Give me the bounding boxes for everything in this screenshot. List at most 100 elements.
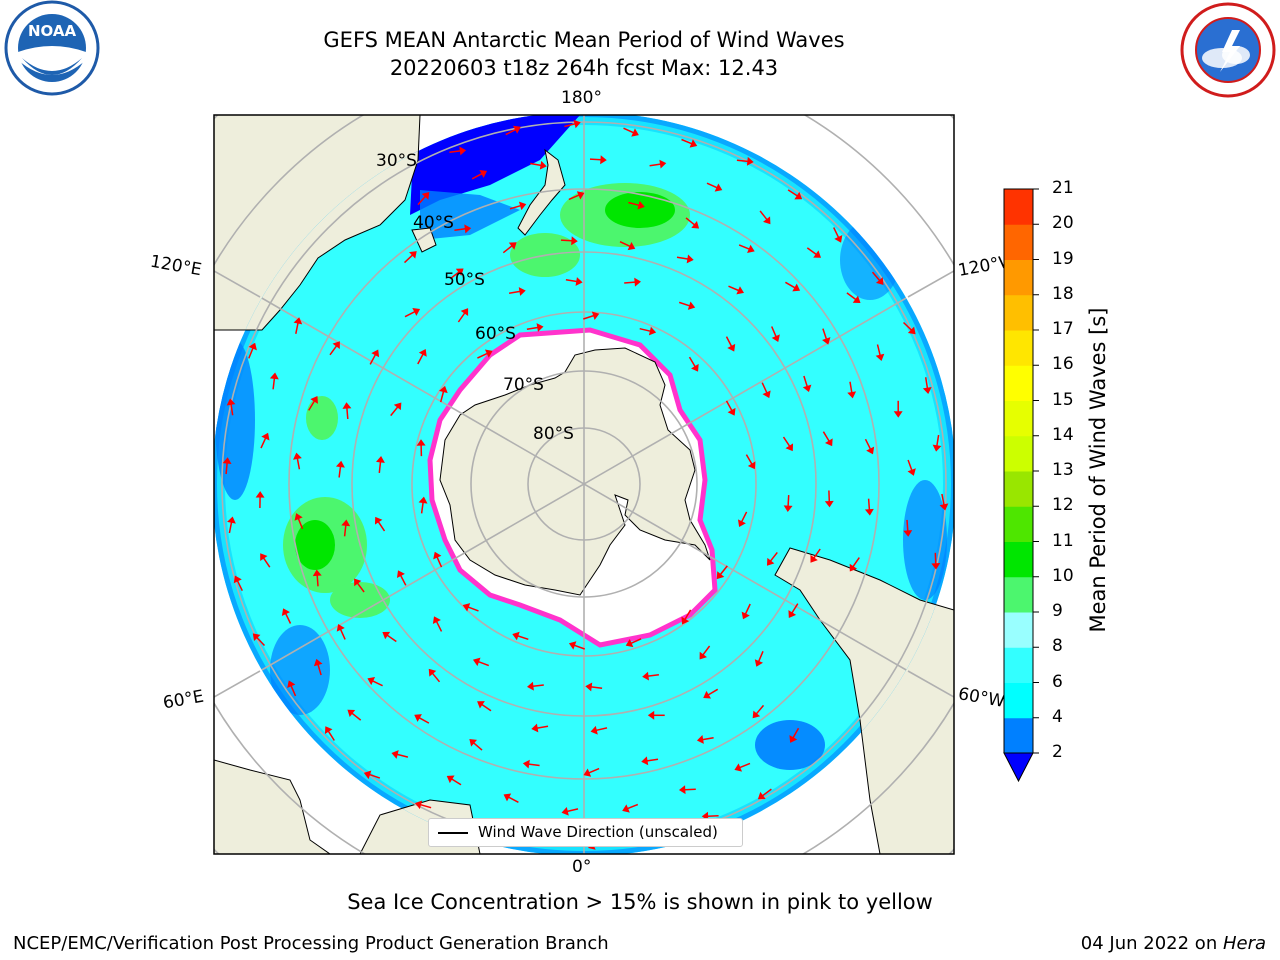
- wave-direction-arrowhead: [822, 337, 831, 345]
- wave-direction-arrow: [583, 314, 594, 320]
- wave-direction-arrowhead: [642, 671, 650, 681]
- wave-direction-arrow: [792, 727, 800, 739]
- wave-direction-arrow: [248, 347, 254, 359]
- wave-direction-arrow: [568, 194, 580, 201]
- wave-direction-arrowhead: [568, 641, 577, 650]
- wave-direction-arrowhead: [462, 603, 471, 612]
- wave-direction-arrow: [628, 201, 640, 207]
- chart-title: GEFS MEAN Antarctic Mean Period of Wind …: [323, 28, 845, 52]
- colorbar-label: Mean Period of Wind Waves [s]: [1086, 307, 1110, 633]
- wave-direction-arrow: [481, 703, 492, 712]
- wave-direction-arrow: [403, 254, 414, 264]
- wave-direction-arrowhead: [260, 553, 268, 562]
- wave-direction-arrow: [290, 685, 297, 697]
- wave-direction-arrow: [372, 680, 383, 687]
- wave-direction-arrowhead: [367, 677, 376, 686]
- nws-logo: [1180, 2, 1276, 98]
- wave-direction-arrow: [225, 462, 228, 475]
- wave-direction-arrowhead: [625, 639, 634, 648]
- wave-direction-arrowhead: [659, 159, 667, 169]
- wave-direction-arrowhead: [741, 611, 750, 620]
- wave-direction-arrow: [728, 285, 739, 292]
- colorbar-tick-label: 8: [1052, 636, 1063, 657]
- wave-direction-arrow: [530, 162, 542, 167]
- colorbar-tick-label: 19: [1052, 248, 1074, 269]
- wave-direction-arrowhead: [469, 739, 477, 747]
- wave-direction-arrow: [517, 635, 529, 641]
- wave-direction-arrow: [509, 204, 521, 210]
- wave-direction-arrowhead: [648, 326, 657, 336]
- wave-direction-arrowhead: [634, 277, 641, 287]
- wave-direction-arrow: [386, 634, 397, 643]
- wave-direction-arrow: [736, 159, 748, 163]
- wave-direction-arrowhead: [336, 624, 345, 632]
- wave-direction-arrow: [702, 737, 714, 741]
- wave-direction-arrowhead: [477, 701, 485, 709]
- wave-direction-arrowhead: [393, 402, 402, 411]
- lon-label-120e: 120°E: [148, 251, 204, 281]
- wave-direction-arrow: [707, 688, 719, 696]
- wave-direction-arrow: [902, 321, 912, 331]
- wave-direction-arrowhead: [746, 156, 754, 166]
- wave-direction-arrow: [378, 461, 382, 473]
- wave-direction-arrowhead: [332, 341, 340, 349]
- wave-direction-arrow: [317, 664, 322, 676]
- wave-direction-arrow: [867, 498, 871, 510]
- wave-direction-arrowhead: [681, 616, 690, 625]
- wave-direction-arrow: [596, 727, 608, 732]
- wave-direction-arrow: [230, 404, 234, 416]
- wave-direction-arrowhead: [686, 254, 694, 264]
- polar-map: [213, 114, 955, 855]
- lon-label-180: 180°: [561, 88, 602, 108]
- colorbar-segment: [1004, 365, 1033, 401]
- colorbar-tick-label: 14: [1052, 424, 1074, 445]
- wave-direction-arrowhead: [766, 557, 775, 566]
- wave-direction-arrow: [339, 629, 346, 640]
- wave-direction-arrow: [560, 239, 572, 242]
- land-tasmania: [411, 227, 437, 253]
- wave-direction-arrowhead: [875, 277, 884, 285]
- colorbar-tick-label: 9: [1052, 601, 1063, 621]
- wave-direction-arrowhead: [255, 491, 265, 498]
- wave-direction-arrowhead: [439, 385, 448, 394]
- wave-direction-arrowhead: [893, 411, 903, 418]
- wave-direction-arrowhead: [907, 326, 916, 335]
- wave-direction-arrowhead: [627, 242, 636, 251]
- wave-direction-arrowhead: [864, 508, 874, 516]
- colorbar-segment: [1004, 647, 1033, 683]
- wave-direction-arrowhead: [503, 793, 512, 802]
- wave-direction-arrowhead: [412, 307, 421, 316]
- colorbar-segment: [1004, 506, 1033, 542]
- colorbar-segment: [1004, 471, 1033, 507]
- wave-direction-arrowhead: [460, 308, 469, 316]
- wave-direction-arrowhead: [907, 468, 916, 476]
- wave-direction-arrowhead: [416, 439, 426, 446]
- wave-direction-arrow: [924, 377, 929, 389]
- wave-direction-arrow: [813, 548, 821, 559]
- wave-direction-arrow: [369, 773, 381, 779]
- wave-direction-arrowhead: [342, 402, 352, 409]
- colorbar-tick-label: 15: [1052, 389, 1074, 410]
- colorbar-segment: [1004, 541, 1033, 578]
- wave-direction-arrowhead: [371, 349, 380, 358]
- wave-direction-arrow: [646, 758, 659, 762]
- wave-direction-arrow: [630, 638, 642, 644]
- wave-direction-arrow: [852, 557, 860, 568]
- map-legend: Wind Wave Direction (unscaled): [428, 818, 743, 847]
- lat-label-50s: 50°S: [444, 270, 485, 290]
- wave-direction-arrowhead: [374, 516, 383, 525]
- wave-direction-arrowhead: [689, 139, 698, 148]
- wave-direction-arrowhead: [414, 800, 423, 810]
- wave-direction-arrowhead: [324, 726, 333, 735]
- wave-direction-arrowhead: [825, 438, 833, 447]
- wave-direction-arrow: [327, 730, 335, 741]
- wave-direction-arrowhead: [522, 759, 530, 769]
- wave-direction-arrowhead: [590, 725, 598, 735]
- wave-direction-arrow: [725, 336, 733, 347]
- wave-direction-arrowhead: [513, 125, 521, 134]
- wave-direction-arrow: [741, 511, 748, 523]
- wave-direction-arrowhead: [687, 301, 696, 310]
- wave-direction-arrowhead: [433, 551, 442, 560]
- wave-direction-arrowhead: [227, 516, 236, 524]
- wave-direction-arrowhead: [479, 169, 488, 178]
